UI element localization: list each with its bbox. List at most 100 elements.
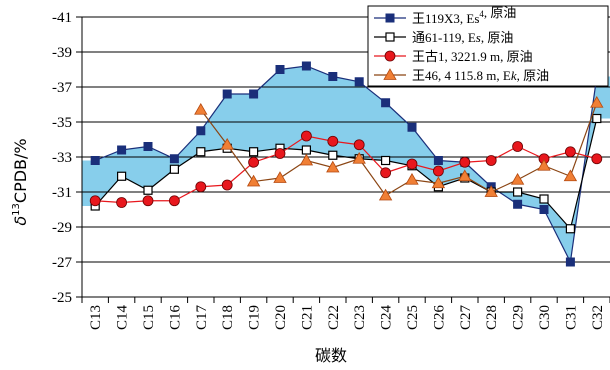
series-layer xyxy=(89,61,604,267)
series-4-point xyxy=(431,176,446,189)
series-2-point xyxy=(328,150,338,160)
x-tick-label: C24 xyxy=(379,305,395,331)
series-3-point xyxy=(142,195,154,207)
x-tick-label: C29 xyxy=(511,305,527,330)
legend-label: 王46, 4 115.8 m, Ek, 原油 xyxy=(412,68,549,83)
series-2-point xyxy=(381,155,391,166)
series-1-point xyxy=(117,145,127,155)
x-tick-label: C13 xyxy=(88,305,104,330)
series-1-point xyxy=(275,65,285,74)
y-axis-title: δ13CPDB/% xyxy=(11,138,30,225)
axis-layer: -41 -39 -37 -35 -33 -31 -29 -27 -25 C13 C14 C15 C16 C… xyxy=(52,10,610,330)
series-2-point xyxy=(592,113,602,124)
series-1-point xyxy=(301,61,311,71)
series-1-point xyxy=(249,89,259,99)
y-tick-label: -35 xyxy=(52,115,72,131)
series-1-point xyxy=(433,156,443,165)
y-axis-title-superscript: 13 xyxy=(11,203,22,216)
series-2-point xyxy=(565,224,576,234)
series-4-point xyxy=(273,171,287,183)
series-1-point xyxy=(143,142,153,151)
series-3-point xyxy=(380,167,392,179)
legend-label-part: 王46, 4 115.8 m, E xyxy=(412,68,511,83)
series-4-point xyxy=(537,158,551,171)
y-tick-label: -39 xyxy=(52,45,72,61)
series-2-point xyxy=(249,147,259,157)
series-3-point xyxy=(89,195,101,207)
series-1-point xyxy=(90,156,100,165)
legend-swatch-marker xyxy=(385,13,395,23)
series-3 xyxy=(89,130,603,208)
series-1-point xyxy=(222,89,232,99)
legend-label: 通61-119, Es, 原油 xyxy=(412,30,513,45)
series-4-point xyxy=(458,169,472,182)
x-tick-label: C14 xyxy=(115,305,131,331)
x-tick-label: C27 xyxy=(458,305,474,331)
legend-entry: 王古1, 3221.9 m, 原油 xyxy=(374,49,533,64)
legend-label-part: s xyxy=(476,30,481,45)
series-3-point xyxy=(591,153,603,165)
series-4-point xyxy=(352,151,366,164)
y-axis-title-rest: CPDB/% xyxy=(11,138,30,203)
series-2-point xyxy=(301,145,311,155)
y-tick-label: -33 xyxy=(52,150,72,166)
legend-label-part: , 原油 xyxy=(484,5,517,20)
legend-entry: 王46, 4 115.8 m, Ek, 原油 xyxy=(374,68,549,83)
series-1-point xyxy=(539,205,549,214)
series-2-point xyxy=(143,185,153,195)
legend-label-part: , 原油 xyxy=(481,30,514,45)
series-1-point xyxy=(565,257,575,267)
series-4-point xyxy=(378,188,393,201)
series-3-point xyxy=(168,195,180,207)
legend-label-part: k xyxy=(511,68,517,83)
series-2-point xyxy=(539,194,549,204)
series-1-point xyxy=(381,98,391,108)
x-tick-label: C18 xyxy=(220,305,236,330)
envelope-band xyxy=(82,66,610,262)
series-3-point xyxy=(485,155,497,166)
x-tick-label: C19 xyxy=(247,305,263,330)
x-tick-label: C31 xyxy=(563,305,579,330)
series-2-point xyxy=(116,171,127,181)
y-tick-label: -31 xyxy=(52,185,72,201)
legend-label: 王古1, 3221.9 m, 原油 xyxy=(412,49,533,64)
x-tick-label: C32 xyxy=(590,305,606,330)
series-4-point xyxy=(194,102,208,115)
x-tick-label: C20 xyxy=(273,305,289,330)
legend-label-part: 4 xyxy=(479,9,484,19)
legend-label-part: , 原油 xyxy=(517,68,550,83)
series-2-point xyxy=(169,164,179,174)
x-tick-label: C23 xyxy=(352,305,368,330)
series-1-point xyxy=(169,154,179,164)
series-4-point xyxy=(246,174,261,187)
legend-label-part: 王古1, 3221.9 m, 原油 xyxy=(412,49,533,64)
series-1-point xyxy=(196,126,206,136)
series-4 xyxy=(194,95,604,201)
x-tick-label: C26 xyxy=(431,305,447,331)
series-4-point xyxy=(590,95,604,108)
series-3-point xyxy=(274,148,286,159)
series-4-point xyxy=(484,185,498,197)
y-tick-label: -27 xyxy=(52,255,72,271)
series-3-point xyxy=(432,165,444,177)
series-3-point xyxy=(248,156,260,168)
series-3-point xyxy=(512,141,523,152)
x-tick-label: C16 xyxy=(167,305,183,331)
series-4-point xyxy=(405,172,419,185)
series-2-point xyxy=(196,147,206,157)
series-4-point xyxy=(299,153,314,166)
x-tick-label: C17 xyxy=(194,305,210,331)
series-4-point xyxy=(563,169,578,182)
legend-box xyxy=(367,5,609,87)
series-3-point xyxy=(327,135,339,147)
series-3-point xyxy=(300,130,312,142)
x-axis-title: 碳数 xyxy=(315,346,347,365)
series-4-line xyxy=(200,102,598,197)
series-2-point xyxy=(512,187,523,197)
legend-label-part: 王119X3, Es xyxy=(412,11,479,26)
series-3-point xyxy=(116,197,127,208)
series-3-point xyxy=(195,181,207,193)
x-tick-label: C30 xyxy=(537,305,553,330)
legend-swatch-marker xyxy=(384,50,396,62)
